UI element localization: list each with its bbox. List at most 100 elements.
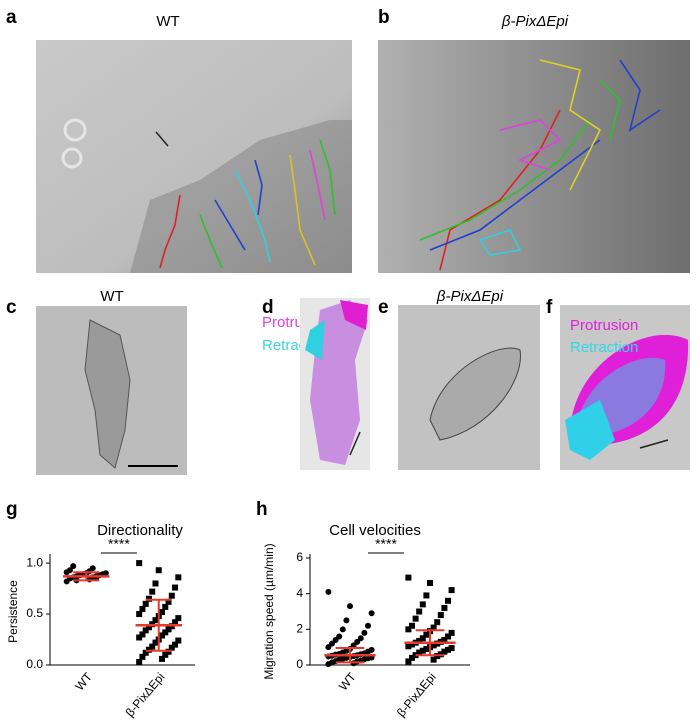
data-point (136, 611, 143, 618)
panel-title: β-PixΔEpi (436, 288, 504, 305)
data-point (152, 580, 159, 587)
y-tick-label: 4 (296, 586, 303, 600)
data-point (365, 622, 371, 629)
panel-title: β-PixΔEpi (501, 13, 569, 30)
data-point (409, 641, 415, 648)
y-tick-label: 1.0 (26, 555, 43, 569)
x-tick-label: β-PixΔEpi (123, 670, 168, 720)
data-point (336, 633, 343, 640)
data-point (89, 565, 96, 572)
data-point (357, 635, 364, 642)
data-point (102, 570, 109, 577)
data-point (165, 626, 172, 633)
data-point (149, 643, 156, 650)
data-point (339, 626, 346, 633)
data-point (325, 588, 332, 595)
chart-title: Directionality (97, 522, 183, 539)
y-axis-label: Persistence (6, 580, 20, 643)
data-point (145, 646, 152, 653)
data-point (347, 603, 353, 610)
data-point (412, 615, 419, 622)
data-point (423, 631, 430, 638)
data-point (165, 598, 172, 605)
data-point (437, 612, 444, 619)
data-point (423, 592, 430, 599)
data-point (136, 634, 143, 641)
micrograph (378, 40, 690, 273)
data-point (368, 646, 375, 653)
data-point (159, 609, 166, 616)
y-axis-label: Migration speed (µm/min) (262, 543, 276, 679)
data-point (175, 574, 182, 581)
data-point (152, 639, 159, 646)
data-point (152, 617, 159, 624)
data-point (441, 604, 448, 611)
data-point (441, 637, 448, 644)
data-point (145, 595, 152, 602)
data-point (419, 647, 426, 654)
data-point (175, 637, 182, 644)
data-point (136, 560, 143, 567)
y-tick-label: 0 (296, 657, 303, 671)
y-tick-label: 2 (296, 622, 303, 636)
data-point (441, 648, 448, 655)
y-tick-label: 6 (296, 550, 303, 564)
data-point (430, 642, 437, 649)
data-point (155, 567, 162, 574)
data-point (159, 655, 166, 662)
panel-title: WT (100, 288, 123, 305)
data-point (361, 629, 368, 636)
panel-label: a (6, 7, 17, 28)
cell-overlay (560, 305, 690, 470)
legend-entry: Protrusion (570, 317, 638, 334)
data-point (172, 584, 179, 591)
data-point (409, 654, 415, 661)
micrograph (398, 305, 540, 470)
data-point (419, 601, 426, 608)
data-point (162, 603, 169, 610)
data-point (162, 629, 169, 636)
data-point (162, 651, 169, 658)
data-point (445, 646, 451, 653)
panel-label: g (6, 499, 18, 520)
significance: **** (375, 536, 397, 552)
legend-entry: Retraction (570, 339, 638, 356)
data-point (448, 587, 455, 594)
panel-label: e (378, 297, 389, 318)
data-point (445, 597, 451, 604)
significance: **** (108, 536, 130, 552)
data-point (172, 641, 179, 648)
data-point (405, 626, 412, 633)
data-point (142, 600, 149, 607)
data-point (168, 644, 175, 651)
data-point (343, 617, 350, 624)
cell-overlay (300, 298, 370, 470)
data-point (136, 658, 143, 665)
data-point (139, 631, 146, 638)
data-point (434, 619, 441, 626)
data-point (139, 605, 146, 612)
data-point (70, 563, 77, 570)
data-point (423, 645, 430, 652)
data-point (448, 645, 455, 652)
data-point (430, 624, 437, 631)
y-tick-label: 0.0 (26, 657, 43, 671)
x-tick-label: WT (72, 669, 95, 693)
data-point (139, 653, 146, 660)
data-point (419, 635, 426, 642)
panel-title: WT (156, 13, 179, 30)
data-point (142, 627, 149, 634)
x-tick-label: WT (336, 669, 359, 693)
y-tick-label: 0.5 (26, 606, 43, 620)
micrograph (36, 306, 187, 475)
data-point (66, 567, 73, 574)
data-point (175, 615, 182, 622)
panel-label: f (546, 297, 553, 318)
data-point (165, 648, 172, 655)
data-point (168, 592, 175, 599)
data-point (448, 629, 455, 636)
data-point (405, 643, 412, 650)
data-point (405, 574, 412, 581)
data-point (445, 633, 451, 640)
